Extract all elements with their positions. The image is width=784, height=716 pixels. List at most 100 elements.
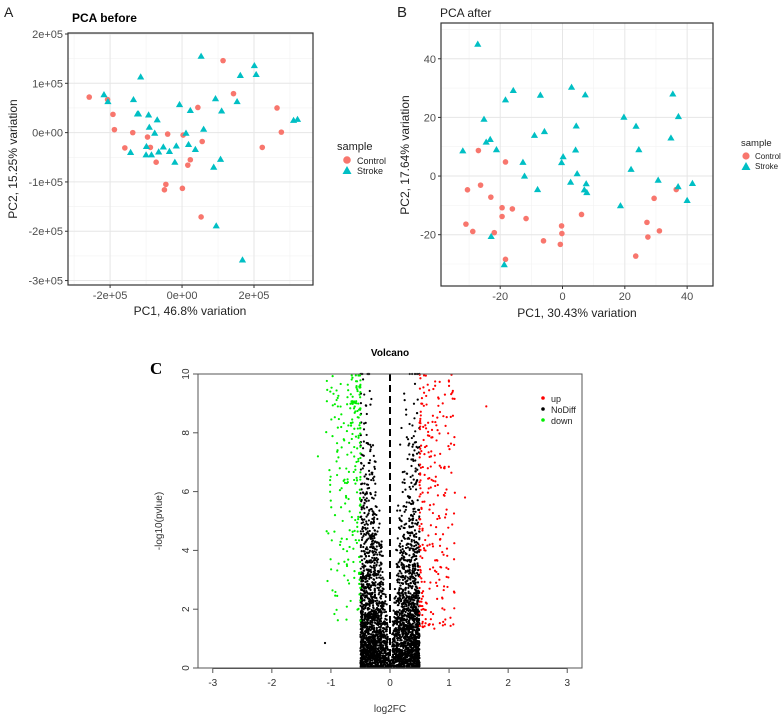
y-tick-label: 6 [181, 488, 192, 494]
point-nodiff [366, 648, 369, 651]
point-nodiff [413, 559, 416, 562]
point-up [428, 508, 431, 511]
point-nodiff [397, 575, 400, 578]
point-up [437, 404, 440, 407]
point-nodiff [381, 647, 385, 650]
point-control [645, 234, 651, 240]
point-nodiff [414, 459, 417, 462]
point-nodiff [367, 461, 370, 465]
point-up [419, 422, 422, 425]
point-down [356, 525, 359, 529]
point-nodiff [379, 617, 382, 620]
point-nodiff [382, 656, 386, 659]
point-nodiff [368, 509, 371, 512]
point-nodiff [404, 592, 407, 595]
point-up [427, 430, 430, 433]
point-control [220, 57, 226, 64]
point-nodiff [400, 556, 403, 560]
point-down [350, 400, 353, 403]
point-nodiff [375, 505, 378, 509]
panel-label-a: A [4, 4, 14, 20]
point-nodiff [396, 563, 399, 566]
point-nodiff [368, 611, 371, 614]
point-nodiff [412, 594, 415, 597]
point-nodiff [363, 633, 367, 636]
point-stroke [218, 107, 226, 114]
point-nodiff [409, 616, 412, 619]
point-nodiff [359, 641, 363, 644]
point-nodiff [363, 615, 367, 618]
point-nodiff [374, 643, 378, 646]
point-nodiff [414, 610, 418, 613]
point-nodiff [372, 479, 375, 482]
point-nodiff [368, 632, 371, 635]
point-up [445, 488, 448, 491]
point-up [419, 493, 422, 496]
point-nodiff [372, 650, 376, 653]
point-nodiff [411, 499, 414, 502]
legend-marker-stroke [342, 166, 352, 174]
point-nodiff [415, 532, 418, 535]
point-nodiff [384, 595, 388, 599]
point-nodiff [366, 579, 369, 583]
point-nodiff [413, 572, 416, 575]
point-nodiff [384, 617, 387, 620]
point-nodiff [403, 481, 406, 485]
point-down [345, 429, 349, 433]
point-nodiff [369, 403, 372, 406]
point-nodiff [378, 639, 381, 642]
point-up [421, 620, 424, 623]
point-nodiff [418, 530, 421, 533]
point-nodiff [361, 630, 364, 634]
point-stroke [632, 122, 640, 129]
y-tick-label: 10 [181, 368, 192, 380]
point-control [274, 105, 280, 111]
point-stroke [559, 153, 567, 160]
point-nodiff [363, 542, 366, 545]
point-control [502, 256, 509, 263]
point-nodiff [365, 500, 368, 503]
point-nodiff [398, 620, 401, 623]
chart-title: PCA after [440, 6, 491, 20]
point-nodiff [413, 576, 416, 580]
point-nodiff [364, 580, 367, 584]
point-nodiff [382, 592, 385, 595]
point-nodiff [371, 539, 374, 542]
point-nodiff [372, 606, 375, 609]
point-nodiff [404, 408, 408, 411]
point-stroke [144, 111, 153, 118]
point-nodiff [396, 581, 399, 584]
point-nodiff [400, 514, 403, 517]
point-nodiff [392, 609, 395, 612]
point-up [453, 542, 456, 545]
point-nodiff [394, 649, 397, 652]
point-nodiff [385, 653, 388, 656]
point-down [359, 407, 362, 410]
point-down [357, 374, 360, 377]
point-nodiff [395, 574, 399, 577]
point-down [353, 576, 356, 579]
point-nodiff [362, 464, 366, 467]
point-up [419, 417, 422, 421]
point-nodiff [359, 610, 363, 613]
point-nodiff [394, 619, 397, 622]
point-nodiff [393, 615, 396, 619]
point-nodiff [363, 569, 366, 572]
point-nodiff [413, 588, 417, 591]
point-nodiff [363, 647, 366, 650]
point-nodiff [400, 572, 403, 575]
point-nodiff [392, 647, 395, 650]
point-nodiff [416, 658, 420, 661]
point-nodiff [415, 557, 418, 561]
point-up [419, 444, 423, 447]
point-nodiff [410, 606, 413, 609]
point-up [422, 391, 426, 394]
point-nodiff [395, 613, 398, 616]
point-nodiff [381, 652, 384, 655]
point-stroke [683, 196, 691, 203]
point-nodiff [413, 382, 417, 386]
point-nodiff [364, 473, 367, 476]
point-up [419, 452, 422, 455]
point-nodiff [361, 644, 364, 648]
point-nodiff [407, 542, 410, 545]
